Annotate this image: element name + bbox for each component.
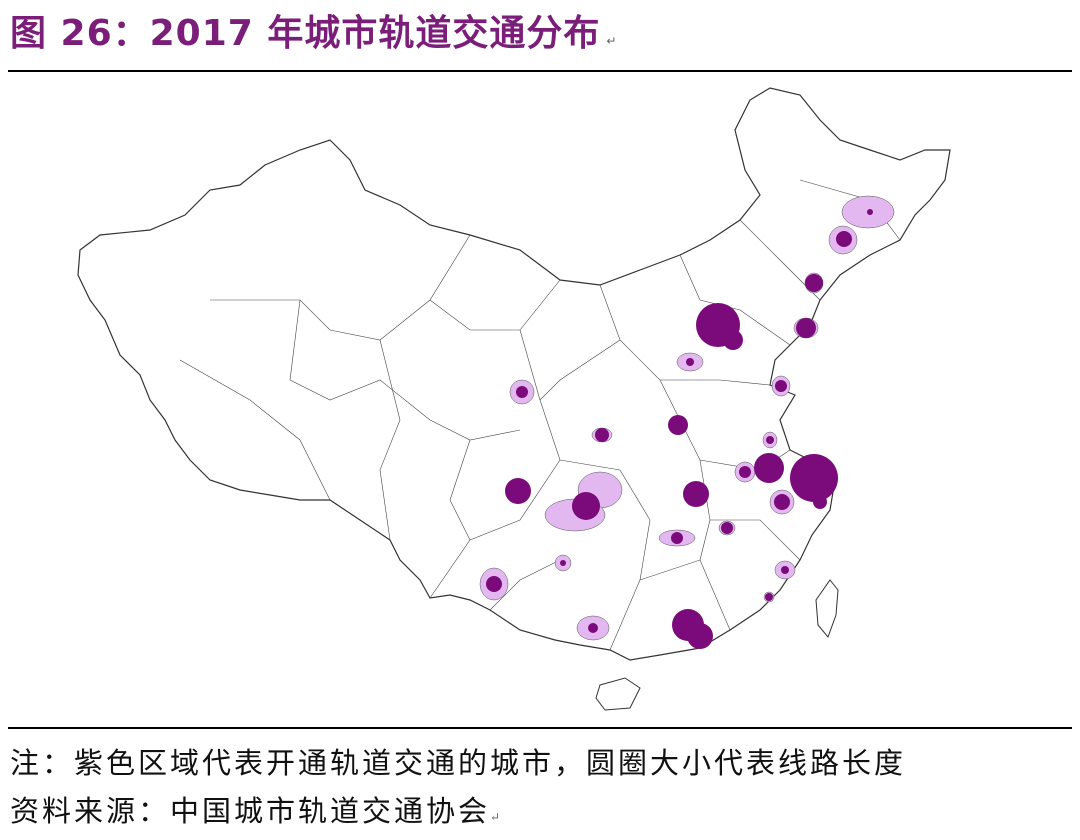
mainland-border [77,87,951,661]
rail-length-circle [867,209,873,215]
rail-length-circle [671,532,683,544]
rail-length-circle [765,593,773,601]
hainan-border [595,677,641,711]
rail-length-circle [754,453,784,483]
rail-length-circles [486,209,873,649]
rail-length-circle [588,623,598,633]
source-text: 资料来源：中国城市轨道交通协会 [10,794,491,828]
paragraph-mark-icon: ↵ [606,34,618,48]
china-rail-transit-map [77,87,951,711]
rail-length-circle [739,466,751,478]
rail-length-circle [683,481,709,507]
rail-length-circle [723,330,743,350]
rail-length-circle [516,386,528,398]
rail-length-circle [595,428,609,442]
figure-note: 注：紫色区域代表开通轨道交通的城市，圆圈大小代表线路长度 [10,746,907,780]
bottom-rule [8,727,1072,729]
rail-length-circle [560,560,566,566]
rail-length-circle [796,318,816,338]
figure-title-text: 图 26：2017 年城市轨道交通分布 [10,13,601,54]
rail-length-circle [781,566,789,574]
top-rule [8,70,1072,72]
rail-length-circle [486,576,502,592]
rail-length-circle [505,478,531,504]
rail-length-circle [775,380,787,392]
figure-source: 资料来源：中国城市轨道交通协会↵ [10,788,503,830]
rail-length-circle [721,522,733,534]
rail-length-circle [813,495,827,509]
rail-length-circle [668,415,688,435]
taiwan-border [815,579,839,638]
paragraph-mark-icon: ↵ [490,810,504,824]
rail-length-circle [790,454,838,502]
rail-length-circle [805,274,823,292]
rail-length-circle [774,494,790,510]
rail-length-circle [687,623,713,649]
china-outline [77,87,951,711]
rail-length-circle [836,231,852,247]
rail-length-circle [766,436,774,444]
rail-length-circle [686,358,694,366]
rail-length-circle [572,492,600,520]
figure-title: 图 26：2017 年城市轨道交通分布 ↵ [10,4,617,56]
